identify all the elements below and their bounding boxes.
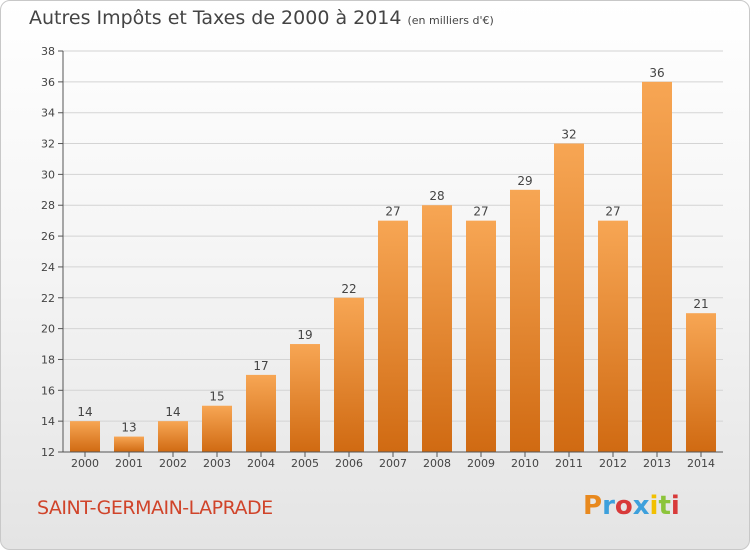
x-tick-label: 2014 (687, 457, 715, 470)
y-tick-label: 16 (41, 384, 55, 397)
data-label: 27 (385, 205, 400, 219)
data-label: 14 (77, 405, 92, 419)
data-label: 14 (165, 405, 180, 419)
labels: 12 14 16 18 20 22 24 26 28 30 32 34 36 38 14 2000 13 2001… (41, 45, 715, 470)
x-tick-label: 2000 (71, 457, 99, 470)
y-tick-label: 34 (41, 107, 55, 120)
x-tick-label: 2011 (555, 457, 583, 470)
data-label: 29 (517, 174, 532, 188)
chart-subtitle: (en milliers d'€) (407, 14, 494, 27)
x-tick-label: 2003 (203, 457, 231, 470)
chart-title-text: Autres Impôts et Taxes de 2000 à 2014 (29, 7, 402, 29)
y-tick-label: 26 (41, 230, 55, 243)
data-label: 27 (473, 205, 488, 219)
bar-2001 (114, 436, 144, 452)
y-tick-label: 30 (41, 168, 55, 181)
city-name: SAINT-GERMAIN-LAPRADE (37, 497, 273, 519)
x-tick-label: 2001 (115, 457, 143, 470)
y-tick-label: 12 (41, 446, 55, 459)
y-tick-label: 20 (41, 323, 55, 336)
x-tick-label: 2006 (335, 457, 363, 470)
bar-2010 (510, 189, 540, 453)
bar-2013 (642, 81, 672, 452)
data-label: 22 (341, 282, 356, 296)
bar-2003 (202, 405, 232, 452)
y-tick-label: 28 (41, 199, 55, 212)
data-label: 27 (605, 205, 620, 219)
bar-2008 (422, 205, 452, 452)
y-tick-label: 18 (41, 353, 55, 366)
x-tick-label: 2005 (291, 457, 319, 470)
data-label: 36 (649, 66, 664, 80)
bars (70, 81, 716, 453)
x-tick-label: 2002 (159, 457, 187, 470)
bar-2014 (686, 313, 716, 452)
data-label: 13 (121, 421, 136, 435)
axes (58, 50, 723, 457)
x-tick-label: 2009 (467, 457, 495, 470)
data-label: 32 (561, 128, 576, 142)
x-tick-label: 2008 (423, 457, 451, 470)
bar-2002 (158, 421, 188, 452)
bar-2004 (246, 374, 276, 452)
y-tick-label: 14 (41, 415, 55, 428)
bar-2006 (334, 297, 364, 452)
x-tick-label: 2007 (379, 457, 407, 470)
x-tick-label: 2010 (511, 457, 539, 470)
bar-2005 (290, 344, 320, 452)
bar-2011 (554, 143, 584, 453)
y-tick-label: 38 (41, 45, 55, 58)
data-label: 21 (693, 297, 708, 311)
x-tick-label: 2004 (247, 457, 275, 470)
y-tick-label: 24 (41, 261, 55, 274)
y-tick-label: 32 (41, 138, 55, 151)
data-label: 19 (297, 328, 312, 342)
data-label: 15 (209, 390, 224, 404)
x-tick-label: 2013 (643, 457, 671, 470)
bar-2000 (70, 421, 100, 452)
y-tick-label: 36 (41, 76, 55, 89)
bar-2012 (598, 220, 628, 452)
x-tick-label: 2012 (599, 457, 627, 470)
proxiti-logo[interactable]: Proxiti (583, 491, 680, 521)
data-label: 28 (429, 189, 444, 203)
bar-2009 (466, 220, 496, 452)
bar-2007 (378, 220, 408, 452)
chart-title: Autres Impôts et Taxes de 2000 à 2014 (en… (29, 7, 494, 29)
y-tick-label: 22 (41, 292, 55, 305)
data-label: 17 (253, 359, 268, 373)
